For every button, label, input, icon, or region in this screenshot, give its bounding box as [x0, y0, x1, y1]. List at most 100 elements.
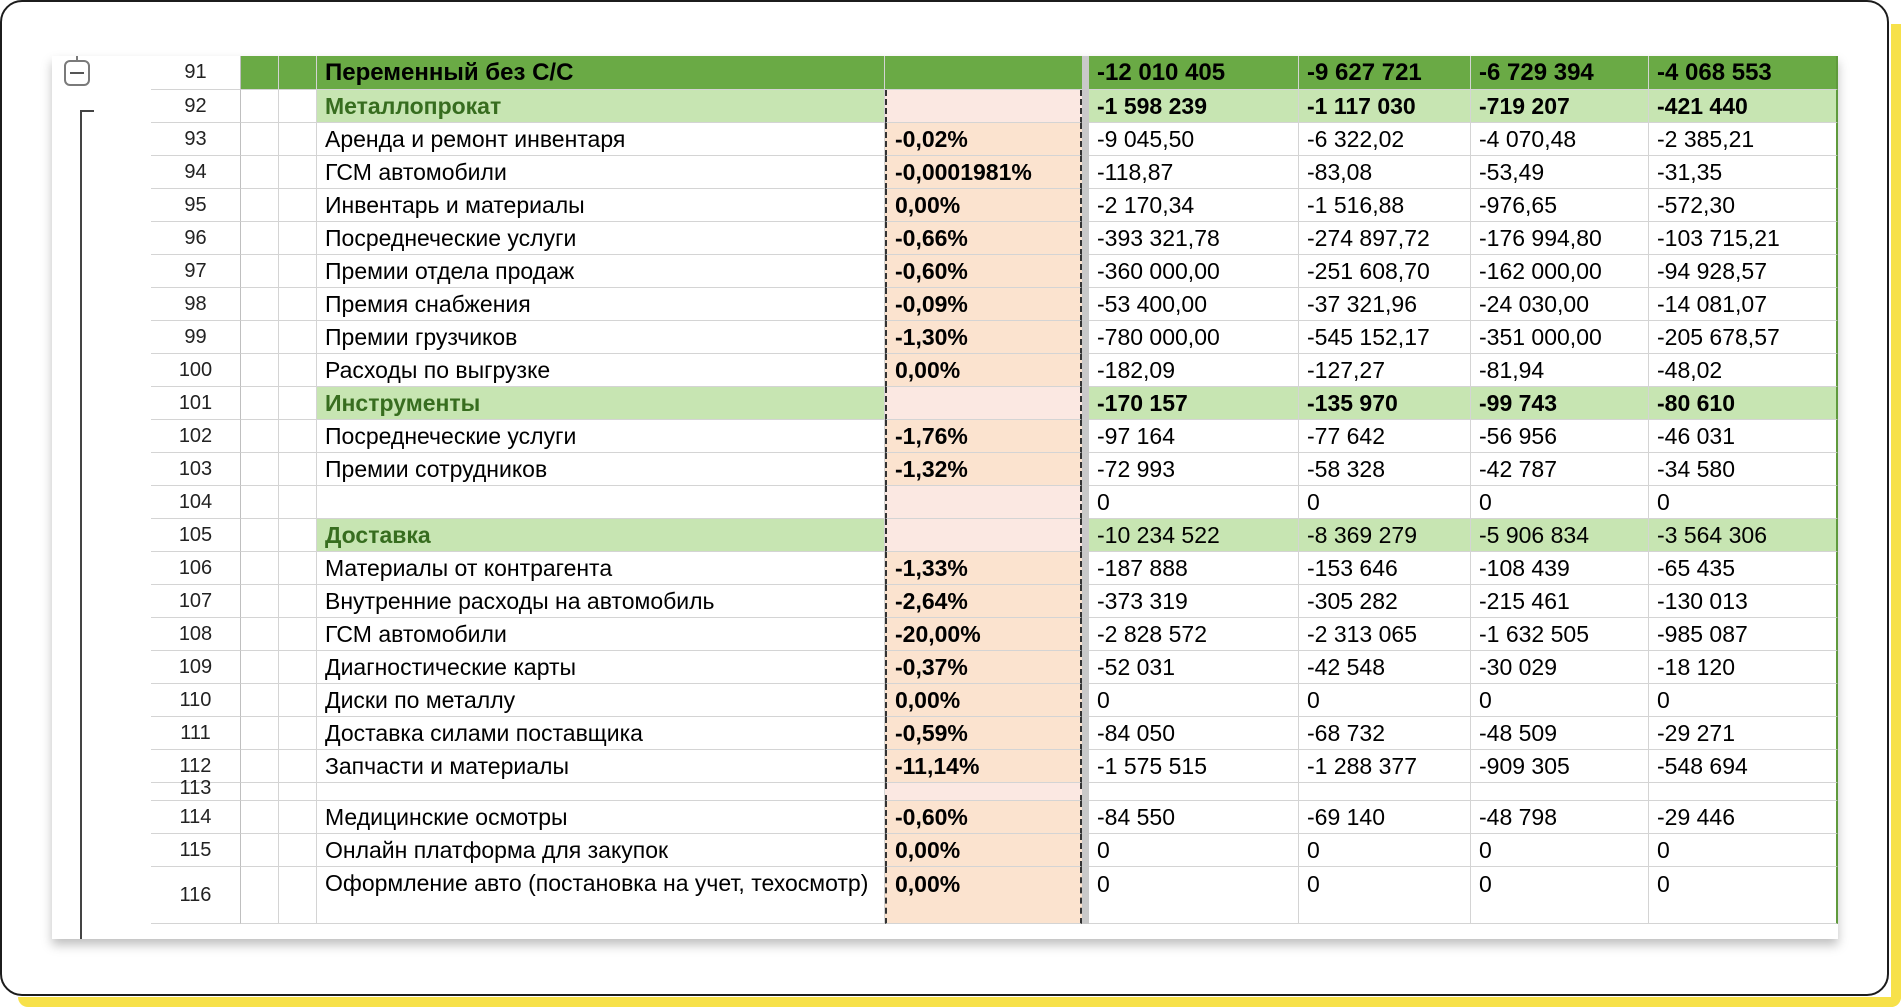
outline-cell[interactable]	[241, 189, 279, 222]
value-cell-4[interactable]: -2 385,21	[1649, 123, 1838, 156]
value-cell-3[interactable]: -162 000,00	[1471, 255, 1649, 288]
value-cell-1[interactable]: -52 031	[1089, 651, 1299, 684]
value-cell-4[interactable]: -65 435	[1649, 552, 1838, 585]
value-cell-2[interactable]: -77 642	[1299, 420, 1471, 453]
value-cell-1[interactable]: -1 575 515	[1089, 750, 1299, 783]
value-cell-3[interactable]: -56 956	[1471, 420, 1649, 453]
row-label-cell[interactable]: Диагностические карты	[317, 651, 885, 684]
outline-cell[interactable]	[241, 651, 279, 684]
value-cell-1[interactable]: 0	[1089, 486, 1299, 519]
value-cell-2[interactable]	[1299, 783, 1471, 801]
value-cell-3[interactable]: -909 305	[1471, 750, 1649, 783]
outline-cell[interactable]	[279, 801, 317, 834]
value-cell-1[interactable]: 0	[1089, 684, 1299, 717]
value-cell-4[interactable]: -18 120	[1649, 651, 1838, 684]
outline-cell[interactable]	[279, 717, 317, 750]
row-label-cell[interactable]: ГСМ автомобили	[317, 618, 885, 651]
outline-cell[interactable]	[279, 420, 317, 453]
value-cell-2[interactable]: -1 288 377	[1299, 750, 1471, 783]
outline-cell[interactable]	[241, 156, 279, 189]
value-cell-3[interactable]: -108 439	[1471, 552, 1649, 585]
row-number[interactable]: 94	[151, 156, 241, 189]
value-cell-4[interactable]: 0	[1649, 834, 1838, 867]
value-cell-2[interactable]: -545 152,17	[1299, 321, 1471, 354]
row-label-cell[interactable]: Переменный без С/С	[317, 56, 885, 90]
row-number[interactable]: 99	[151, 321, 241, 354]
value-cell-4[interactable]: -421 440	[1649, 90, 1838, 123]
value-cell-2[interactable]: -37 321,96	[1299, 288, 1471, 321]
outline-cell[interactable]	[241, 801, 279, 834]
value-cell-1[interactable]: 0	[1089, 867, 1299, 924]
row-label-cell[interactable]: Премии сотрудников	[317, 453, 885, 486]
value-cell-2[interactable]: -9 627 721	[1299, 56, 1471, 90]
value-cell-2[interactable]: 0	[1299, 684, 1471, 717]
row-number[interactable]: 102	[151, 420, 241, 453]
row-label-cell[interactable]: Медицинские осмотры	[317, 801, 885, 834]
value-cell-3[interactable]: 0	[1471, 684, 1649, 717]
value-cell-3[interactable]	[1471, 783, 1649, 801]
value-cell-3[interactable]: -42 787	[1471, 453, 1649, 486]
value-cell-1[interactable]: -170 157	[1089, 387, 1299, 420]
value-cell-2[interactable]: 0	[1299, 867, 1471, 924]
outline-cell[interactable]	[241, 552, 279, 585]
value-cell-2[interactable]: -83,08	[1299, 156, 1471, 189]
row-number[interactable]: 114	[151, 801, 241, 834]
value-cell-4[interactable]: -985 087	[1649, 618, 1838, 651]
percent-cell[interactable]	[885, 56, 1082, 90]
row-label-cell[interactable]: Инвентарь и материалы	[317, 189, 885, 222]
value-cell-1[interactable]: -780 000,00	[1089, 321, 1299, 354]
value-cell-3[interactable]: -176 994,80	[1471, 222, 1649, 255]
row-label-cell[interactable]: Премии грузчиков	[317, 321, 885, 354]
value-cell-4[interactable]: -48,02	[1649, 354, 1838, 387]
row-label-cell[interactable]: Онлайн платформа для закупок	[317, 834, 885, 867]
value-cell-3[interactable]: -53,49	[1471, 156, 1649, 189]
percent-cell[interactable]: -1,32%	[885, 453, 1082, 486]
value-cell-3[interactable]: -81,94	[1471, 354, 1649, 387]
outline-cell[interactable]	[279, 255, 317, 288]
value-cell-4[interactable]: 0	[1649, 684, 1838, 717]
row-number[interactable]: 92	[151, 90, 241, 123]
outline-cell[interactable]	[241, 618, 279, 651]
outline-cell[interactable]	[241, 486, 279, 519]
outline-cell[interactable]	[279, 486, 317, 519]
value-cell-2[interactable]: -69 140	[1299, 801, 1471, 834]
value-cell-3[interactable]: -99 743	[1471, 387, 1649, 420]
percent-cell[interactable]: -1,76%	[885, 420, 1082, 453]
value-cell-4[interactable]: -94 928,57	[1649, 255, 1838, 288]
outline-cell[interactable]	[241, 867, 279, 924]
collapse-group-button[interactable]	[64, 56, 90, 86]
outline-cell[interactable]	[279, 453, 317, 486]
outline-cell[interactable]	[279, 354, 317, 387]
percent-cell[interactable]	[885, 387, 1082, 420]
value-cell-1[interactable]: -84 050	[1089, 717, 1299, 750]
percent-cell[interactable]	[885, 783, 1082, 801]
row-number[interactable]: 104	[151, 486, 241, 519]
value-cell-1[interactable]	[1089, 783, 1299, 801]
row-number[interactable]: 100	[151, 354, 241, 387]
value-cell-3[interactable]: -719 207	[1471, 90, 1649, 123]
percent-cell[interactable]: -0,02%	[885, 123, 1082, 156]
percent-cell[interactable]: -0,66%	[885, 222, 1082, 255]
percent-cell[interactable]: -0,60%	[885, 801, 1082, 834]
outline-cell[interactable]	[279, 684, 317, 717]
outline-cell[interactable]	[279, 585, 317, 618]
value-cell-2[interactable]: -2 313 065	[1299, 618, 1471, 651]
value-cell-2[interactable]: -8 369 279	[1299, 519, 1471, 552]
value-cell-4[interactable]: -29 271	[1649, 717, 1838, 750]
outline-cell[interactable]	[241, 717, 279, 750]
value-cell-1[interactable]: -53 400,00	[1089, 288, 1299, 321]
row-number[interactable]: 103	[151, 453, 241, 486]
percent-cell[interactable]: 0,00%	[885, 684, 1082, 717]
outline-cell[interactable]	[241, 56, 279, 90]
value-cell-3[interactable]: -215 461	[1471, 585, 1649, 618]
percent-cell[interactable]: -1,33%	[885, 552, 1082, 585]
value-cell-4[interactable]: -4 068 553	[1649, 56, 1838, 90]
outline-cell[interactable]	[241, 288, 279, 321]
outline-cell[interactable]	[279, 288, 317, 321]
value-cell-3[interactable]: -6 729 394	[1471, 56, 1649, 90]
value-cell-4[interactable]: -34 580	[1649, 453, 1838, 486]
value-cell-1[interactable]: -12 010 405	[1089, 56, 1299, 90]
row-label-cell[interactable]: Доставка	[317, 519, 885, 552]
value-cell-2[interactable]: -127,27	[1299, 354, 1471, 387]
row-label-cell[interactable]: Металлопрокат	[317, 90, 885, 123]
